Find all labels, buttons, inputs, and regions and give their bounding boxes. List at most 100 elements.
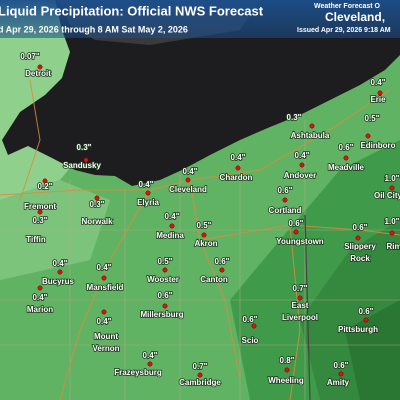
station-dot [169, 223, 175, 229]
station-city: Cortland [269, 206, 302, 215]
station-amount: 0.5" [365, 114, 380, 123]
station-amount: 0.7" [193, 362, 208, 371]
county-lines [0, 120, 400, 400]
station-city: Pittsburgh [338, 325, 378, 334]
station-amount: 0.3" [287, 113, 302, 122]
station-city: Mount [94, 332, 118, 341]
station-dot [365, 133, 371, 139]
station-city: Ashtabula [291, 131, 330, 140]
station-city: Liverpool [282, 313, 318, 322]
office-line: Weather Forecast O [314, 3, 381, 10]
station-dot [201, 232, 207, 238]
station-dot [389, 230, 395, 236]
station-city: Frazeysburg [114, 368, 162, 377]
station-city: Youngstown [276, 237, 324, 246]
station-amount: 0.4" [143, 351, 158, 360]
station-amount: 0.6" [215, 257, 230, 266]
title: Liquid Precipitation: Official NWS Forec… [0, 3, 264, 18]
station-amount: 0.4" [139, 180, 154, 189]
station-city: Marion [27, 305, 53, 314]
station-dot [42, 178, 48, 184]
station-dot [338, 371, 344, 377]
station-dot [197, 372, 203, 378]
station-city: Bucyrus [42, 277, 75, 286]
station-dot [37, 285, 43, 291]
station-city: Meadville [328, 163, 365, 172]
station-dot [162, 267, 168, 273]
station-city: Rim [386, 242, 400, 251]
station-dot [37, 64, 43, 70]
station-amount: 0.4" [97, 317, 112, 326]
station-amount: 0.6" [359, 307, 374, 316]
station-city: Andover [284, 171, 316, 180]
station-amount: 0.4" [165, 212, 180, 221]
station-dot [309, 123, 315, 129]
station-dot [185, 177, 191, 183]
station-city: Medina [156, 231, 184, 240]
station-dot [363, 317, 369, 323]
station-city: Norwalk [81, 217, 113, 226]
station-dot [299, 162, 305, 168]
station-amount: 0.3" [33, 216, 48, 225]
station-dot [101, 309, 107, 315]
station-amount: 0.6" [289, 219, 304, 228]
station-city: Elyria [137, 198, 159, 207]
stations: 0.07" Detroit 0.4" Erie 0.3" Ashtabula 0.5" Edi… [20, 51, 400, 388]
station-dot [57, 269, 63, 275]
station-city: East [292, 301, 309, 310]
station-dot [251, 323, 257, 329]
station-amount: 0.4" [33, 293, 48, 302]
station-amount: 0.8" [280, 356, 295, 365]
station-amount: 1.0" [385, 174, 400, 183]
station-city: Erie [370, 95, 386, 104]
station-dot [37, 209, 43, 215]
station-amount: 0.4" [231, 153, 246, 162]
station-city: Wooster [147, 275, 179, 284]
station-amount: 0.6" [339, 143, 354, 152]
station-dot [282, 197, 288, 203]
station-dot [162, 303, 168, 309]
station-city: Slippery [344, 242, 376, 251]
station-city: Chardon [220, 173, 253, 182]
station-city: Detroit [25, 69, 51, 78]
station-dot [377, 90, 383, 96]
station-amount: 0.3" [77, 143, 92, 152]
wet-zone [345, 300, 400, 400]
station-dot [147, 361, 153, 367]
station-amount: 0.6" [353, 223, 368, 232]
station-dot [219, 267, 225, 273]
station-amount: 0.5" [158, 257, 173, 266]
station-city: Mansfield [87, 283, 124, 292]
office: Cleveland, [325, 10, 385, 24]
station-city: Millersburg [140, 310, 183, 319]
station-amount: 0.5" [197, 221, 212, 230]
station-amount: 0.4" [97, 263, 112, 272]
station-city: Fremont [24, 202, 56, 211]
station-amount: 0.2" [38, 182, 53, 191]
station-dot [145, 190, 151, 196]
station-dot [101, 275, 107, 281]
station-dot [293, 229, 299, 235]
station-city: Cambridge [179, 378, 221, 387]
state-line [304, 214, 311, 400]
station-city: Canton [200, 275, 228, 284]
station-city: Amity [327, 378, 350, 387]
station-amount: 0.4" [183, 167, 198, 176]
station-dot [343, 155, 349, 161]
station-city: Scio [242, 336, 259, 345]
station-amount: 0.3" [90, 200, 105, 209]
station-dot [355, 235, 361, 241]
station-city: Tiffin [26, 235, 46, 244]
station-amount: 0.6" [334, 361, 349, 370]
station-city: Cleveland [169, 185, 207, 194]
station-city: Rock [350, 254, 370, 263]
station-amount: 0.6" [158, 291, 173, 300]
station-dot [235, 165, 241, 171]
station-amount: 0.7" [293, 284, 308, 293]
header-band [0, 0, 400, 38]
station-amount: 0.07" [20, 52, 40, 61]
station-city: Sandusky [63, 161, 101, 170]
station-amount: 0.4" [295, 151, 310, 160]
station-city: Akron [194, 239, 217, 248]
